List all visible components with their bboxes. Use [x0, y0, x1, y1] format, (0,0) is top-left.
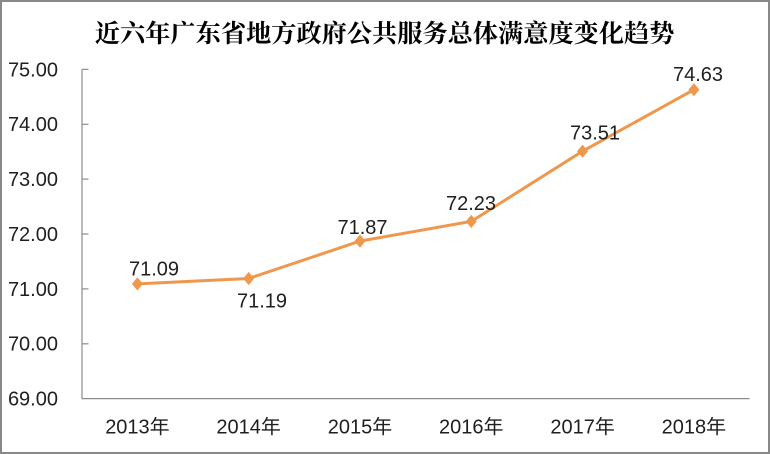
svg-text:69.00: 69.00	[8, 389, 58, 411]
svg-text:74.00: 74.00	[8, 114, 58, 136]
svg-text:72.00: 72.00	[8, 224, 58, 246]
svg-text:71.00: 71.00	[8, 279, 58, 301]
svg-text:74.63: 74.63	[673, 64, 723, 86]
svg-text:71.09: 71.09	[129, 258, 179, 280]
svg-text:73.51: 73.51	[570, 122, 620, 144]
svg-text:73.00: 73.00	[8, 169, 58, 191]
svg-text:2015: 2015	[328, 417, 373, 439]
svg-text:2017: 2017	[550, 417, 595, 439]
svg-text:75.00: 75.00	[8, 59, 58, 81]
svg-text:2018: 2018	[662, 417, 707, 439]
svg-text:2016: 2016	[439, 417, 484, 439]
svg-text:71.87: 71.87	[337, 217, 387, 239]
svg-text:2014: 2014	[216, 417, 261, 439]
svg-text:70.00: 70.00	[8, 334, 58, 356]
svg-text:71.19: 71.19	[237, 290, 287, 312]
svg-text:72.23: 72.23	[446, 193, 496, 215]
svg-text:2013: 2013	[105, 417, 150, 439]
